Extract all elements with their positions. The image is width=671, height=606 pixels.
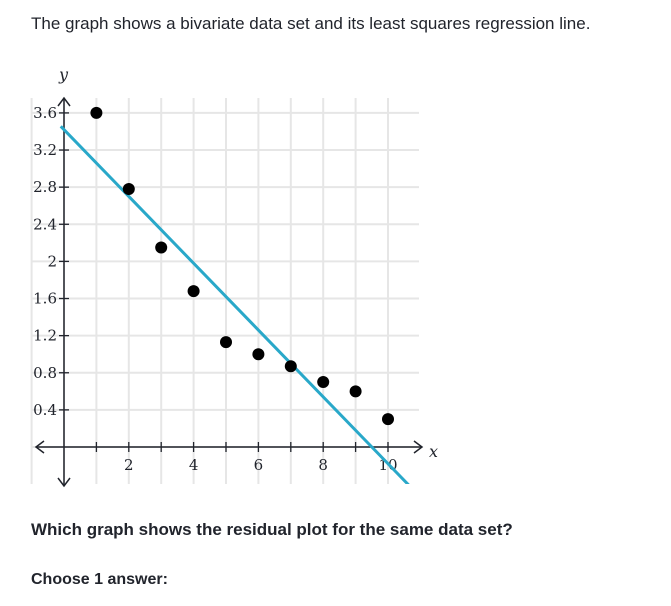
x-axis-arrow-left bbox=[34, 440, 45, 454]
y-tick-label: 2 bbox=[47, 252, 57, 270]
data-point bbox=[252, 348, 265, 361]
regression-line bbox=[59, 125, 410, 484]
x-axis-label: x bbox=[429, 442, 438, 461]
data-point bbox=[349, 385, 362, 398]
data-point bbox=[220, 336, 232, 349]
data-point bbox=[122, 183, 135, 196]
y-tick-label: 1.2 bbox=[33, 327, 57, 345]
y-axis-arrow-down bbox=[57, 477, 71, 488]
y-tick-label: 3.6 bbox=[33, 104, 57, 122]
regression-line-group bbox=[59, 125, 410, 484]
x-tick-label: 8 bbox=[318, 456, 328, 474]
axes bbox=[34, 96, 424, 488]
intro-text: The graph shows a bivariate data set and… bbox=[31, 14, 591, 33]
data-points bbox=[90, 106, 394, 426]
y-axis-label: y bbox=[58, 65, 69, 84]
question-text: Which graph shows the residual plot for … bbox=[31, 520, 513, 539]
y-tick-label: 0.4 bbox=[33, 401, 57, 419]
choose-answer-label: Choose 1 answer: bbox=[31, 571, 168, 588]
y-tick-label: 0.8 bbox=[33, 364, 57, 382]
data-point bbox=[155, 241, 168, 254]
x-tick-label: 6 bbox=[254, 456, 264, 474]
x-axis-arrow-right bbox=[413, 440, 424, 454]
data-point bbox=[90, 106, 103, 119]
y-tick-label: 1.6 bbox=[33, 290, 57, 308]
data-point bbox=[317, 376, 330, 389]
y-axis-arrow-up bbox=[57, 96, 71, 107]
x-tick-label: 2 bbox=[124, 456, 134, 474]
x-tick-label: 4 bbox=[189, 456, 199, 474]
data-point bbox=[382, 413, 394, 426]
y-tick-label: 2.8 bbox=[33, 178, 57, 196]
data-point bbox=[187, 285, 200, 298]
y-tick-label: 3.2 bbox=[33, 141, 57, 159]
y-tick-label: 2.4 bbox=[33, 215, 57, 233]
data-point bbox=[284, 360, 297, 373]
